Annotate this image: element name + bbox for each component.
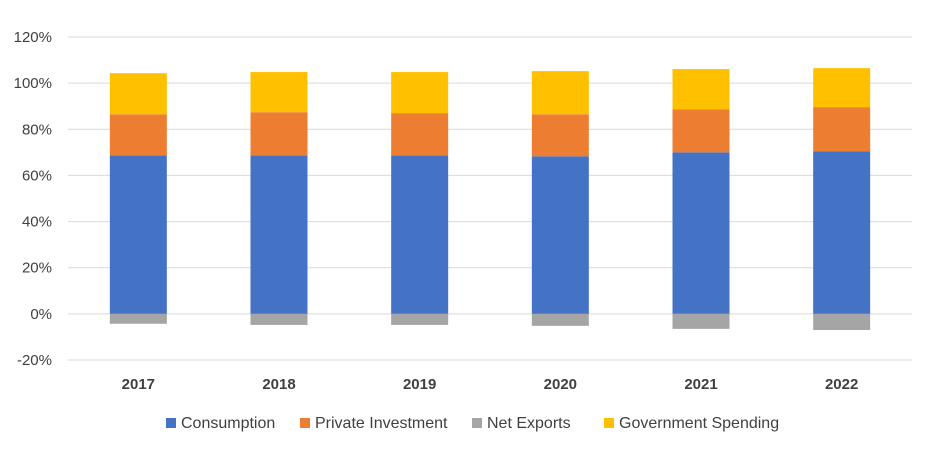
y-tick-label: -20%: [17, 352, 52, 369]
bar-segment-private-investment: [109, 114, 167, 156]
bar-segment-government-spending: [672, 69, 730, 110]
bar-segment-consumption: [109, 155, 167, 314]
y-tick-label: 20%: [22, 260, 52, 277]
bar-segment-consumption: [250, 155, 308, 314]
legend-swatch: [604, 418, 614, 428]
bar-segment-consumption: [813, 151, 871, 314]
bar-segment-consumption: [672, 152, 730, 314]
bar-segment-private-investment: [813, 107, 871, 152]
bar-segment-net-exports: [391, 313, 449, 325]
bar-segment-net-exports: [813, 313, 871, 331]
y-tick-label: 60%: [22, 167, 52, 184]
legend-swatch: [300, 418, 310, 428]
bar-segment-government-spending: [391, 72, 449, 114]
legend-label: Net Exports: [487, 415, 571, 432]
bar-segment-private-investment: [672, 109, 730, 153]
bar-segment-net-exports: [531, 313, 589, 326]
legend-swatch: [166, 418, 176, 428]
bar-segment-private-investment: [531, 114, 589, 157]
bar-segment-net-exports: [109, 313, 167, 324]
legend-label: Government Spending: [619, 415, 779, 432]
x-tick-label: 2020: [544, 376, 577, 393]
x-tick-label: 2017: [122, 376, 155, 393]
bar-segment-net-exports: [250, 313, 308, 325]
bar-segment-government-spending: [109, 73, 167, 115]
x-tick-label: 2019: [403, 376, 436, 393]
bar-segment-consumption: [531, 156, 589, 314]
x-tick-label: 2018: [262, 376, 295, 393]
bar-segment-consumption: [391, 155, 449, 314]
y-tick-label: 0%: [30, 306, 52, 323]
y-tick-label: 100%: [14, 75, 52, 92]
y-tick-label: 40%: [22, 214, 52, 231]
x-tick-label: 2021: [684, 376, 717, 393]
y-tick-label: 120%: [14, 29, 52, 46]
x-tick-label: 2022: [825, 376, 858, 393]
bar-segment-net-exports: [672, 313, 730, 329]
bar-segment-private-investment: [250, 112, 308, 156]
legend-swatch: [472, 418, 482, 428]
y-tick-label: 80%: [22, 121, 52, 138]
bar-segment-government-spending: [531, 71, 589, 115]
bar-segment-government-spending: [250, 72, 308, 113]
bar-segment-private-investment: [391, 113, 449, 156]
bar-segment-government-spending: [813, 68, 871, 108]
legend-label: Consumption: [181, 415, 275, 432]
legend-label: Private Investment: [315, 415, 448, 432]
